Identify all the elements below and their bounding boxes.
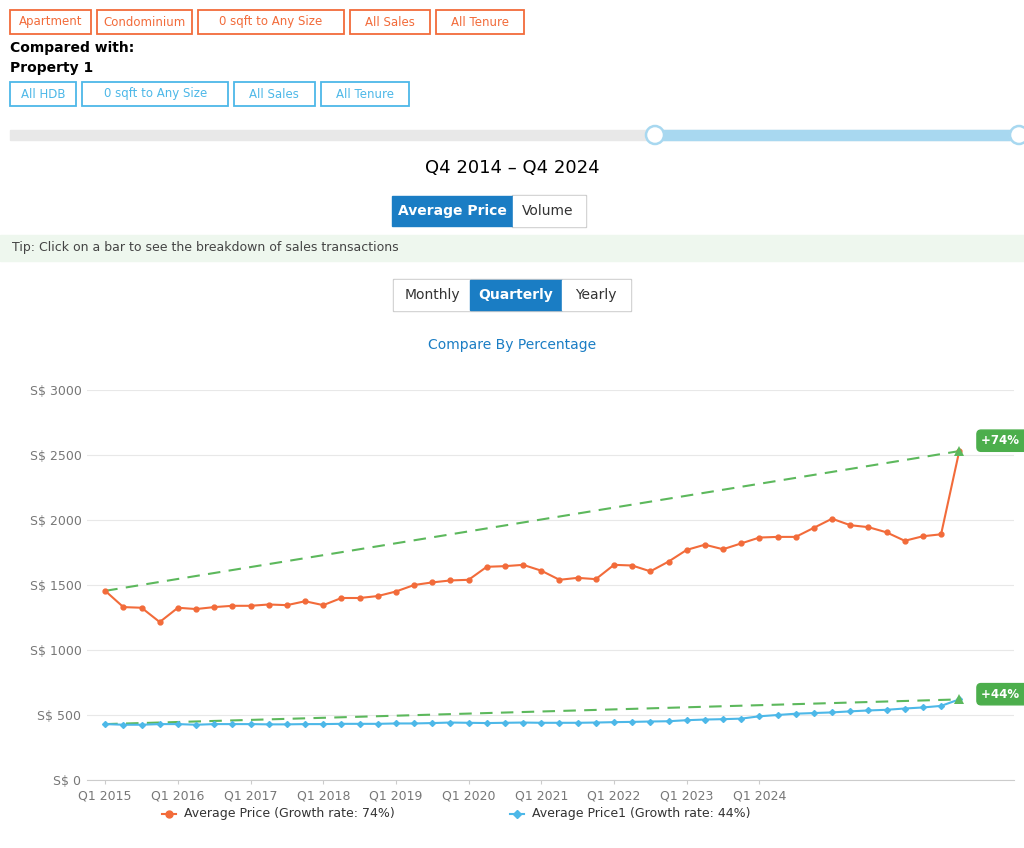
- Text: Q4 2014 – Q4 2024: Q4 2014 – Q4 2024: [425, 159, 599, 177]
- Text: Compare By Percentage: Compare By Percentage: [428, 338, 596, 352]
- Circle shape: [1010, 126, 1024, 144]
- Text: +74%  x: +74% x: [981, 434, 1024, 447]
- Bar: [512, 195, 586, 227]
- Text: All Tenure: All Tenure: [452, 15, 509, 29]
- Text: All Sales: All Sales: [250, 87, 299, 101]
- Text: All Tenure: All Tenure: [336, 87, 394, 101]
- Text: +44%  x: +44% x: [981, 688, 1024, 700]
- Text: Average Price1 (Growth rate: 44%): Average Price1 (Growth rate: 44%): [532, 807, 751, 821]
- Bar: [393, 279, 631, 311]
- Circle shape: [646, 126, 664, 144]
- Text: 0 sqft to Any Size: 0 sqft to Any Size: [103, 87, 207, 101]
- Text: Tip: Click on a bar to see the breakdown of sales transactions: Tip: Click on a bar to see the breakdown…: [12, 242, 398, 254]
- Text: Average Price: Average Price: [397, 204, 507, 218]
- FancyBboxPatch shape: [321, 82, 409, 106]
- Text: Property 1: Property 1: [10, 61, 93, 75]
- FancyBboxPatch shape: [436, 10, 524, 34]
- FancyBboxPatch shape: [198, 10, 344, 34]
- Text: All Sales: All Sales: [366, 15, 415, 29]
- Text: Average Price (Growth rate: 74%): Average Price (Growth rate: 74%): [184, 807, 395, 821]
- FancyBboxPatch shape: [10, 82, 77, 106]
- Bar: [0, 235, 1024, 261]
- Text: Monthly: Monthly: [404, 288, 460, 302]
- Bar: [562, 280, 630, 310]
- Text: Quarterly: Quarterly: [478, 288, 553, 302]
- Text: 0 sqft to Any Size: 0 sqft to Any Size: [219, 15, 323, 29]
- FancyBboxPatch shape: [349, 10, 430, 34]
- Bar: [470, 280, 562, 310]
- Bar: [513, 196, 585, 226]
- Bar: [394, 280, 470, 310]
- Text: All HDB: All HDB: [20, 87, 66, 101]
- Text: Condominium: Condominium: [103, 15, 185, 29]
- Bar: [655, 130, 1010, 140]
- FancyBboxPatch shape: [97, 10, 193, 34]
- FancyBboxPatch shape: [82, 82, 228, 106]
- Bar: [10, 130, 1014, 140]
- Text: Compared with:: Compared with:: [10, 41, 134, 55]
- Text: Apartment: Apartment: [18, 15, 82, 29]
- FancyBboxPatch shape: [10, 10, 91, 34]
- Text: Yearly: Yearly: [575, 288, 616, 302]
- FancyBboxPatch shape: [234, 82, 314, 106]
- Bar: [392, 196, 512, 226]
- Text: Volume: Volume: [522, 204, 573, 218]
